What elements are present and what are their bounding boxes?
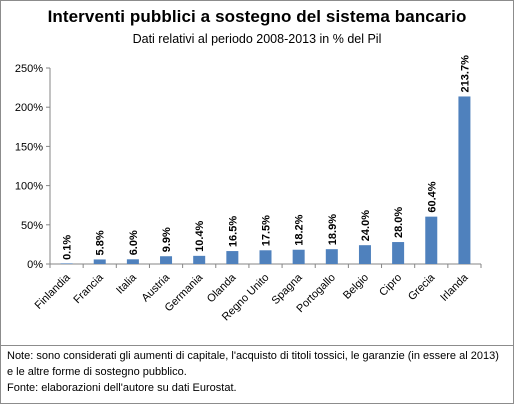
x-tick-label: Grecia bbox=[406, 271, 438, 303]
bar bbox=[226, 251, 239, 264]
y-tick-label: 150% bbox=[15, 141, 43, 153]
bar bbox=[392, 242, 405, 264]
notes-section: Note: sono considerati gli aumenti di ca… bbox=[7, 348, 507, 396]
bar bbox=[259, 250, 272, 264]
data-label: 5.8% bbox=[95, 230, 107, 255]
bar bbox=[425, 216, 438, 264]
bar bbox=[126, 259, 139, 264]
x-tick-label: Irlanda bbox=[438, 271, 471, 304]
data-label: 28.0% bbox=[393, 207, 405, 238]
data-label: 17.5% bbox=[261, 215, 273, 246]
notes-divider bbox=[1, 345, 513, 346]
x-tick-label: Belgio bbox=[341, 272, 371, 302]
data-label: 18.2% bbox=[294, 214, 306, 245]
data-label: 213.7% bbox=[459, 55, 471, 93]
data-label: 0.1% bbox=[62, 235, 74, 260]
bar bbox=[325, 249, 338, 264]
bar bbox=[458, 96, 471, 264]
y-tick-label: 100% bbox=[15, 181, 43, 193]
note-text: Note: sono considerati gli aumenti di ca… bbox=[7, 350, 499, 378]
bar bbox=[60, 263, 73, 264]
data-label: 10.4% bbox=[194, 220, 206, 251]
x-tick-label: Cipro bbox=[377, 272, 404, 299]
bar bbox=[93, 259, 106, 264]
bar bbox=[358, 245, 371, 264]
data-label: 18.9% bbox=[327, 214, 339, 245]
data-label: 16.5% bbox=[227, 216, 239, 247]
x-tick-label: Francia bbox=[71, 271, 106, 306]
bar bbox=[160, 256, 173, 264]
data-label: 9.9% bbox=[161, 227, 173, 252]
x-tick-label: Italia bbox=[114, 271, 140, 297]
y-tick-label: 0% bbox=[27, 259, 43, 271]
source-text: Fonte: elaborazioni dell'autore su dati … bbox=[7, 382, 237, 394]
y-tick-label: 200% bbox=[15, 102, 43, 114]
bar bbox=[193, 255, 206, 264]
data-label: 24.0% bbox=[360, 210, 372, 241]
y-tick-label: 50% bbox=[21, 220, 43, 232]
y-tick-label: 250% bbox=[15, 63, 43, 75]
x-tick-label: Finlandia bbox=[33, 271, 74, 312]
chart-subtitle: Dati relativi al periodo 2008-2013 in % … bbox=[132, 32, 382, 46]
chart-title: Interventi pubblici a sostegno del siste… bbox=[47, 7, 467, 26]
data-label: 60.4% bbox=[426, 181, 438, 212]
data-label: 6.0% bbox=[128, 230, 140, 255]
bar-chart: 0% 50% 100% 150% 200% 250% 0.1% Finlandia 5.8% Fr… bbox=[15, 55, 482, 323]
bar bbox=[292, 249, 305, 264]
